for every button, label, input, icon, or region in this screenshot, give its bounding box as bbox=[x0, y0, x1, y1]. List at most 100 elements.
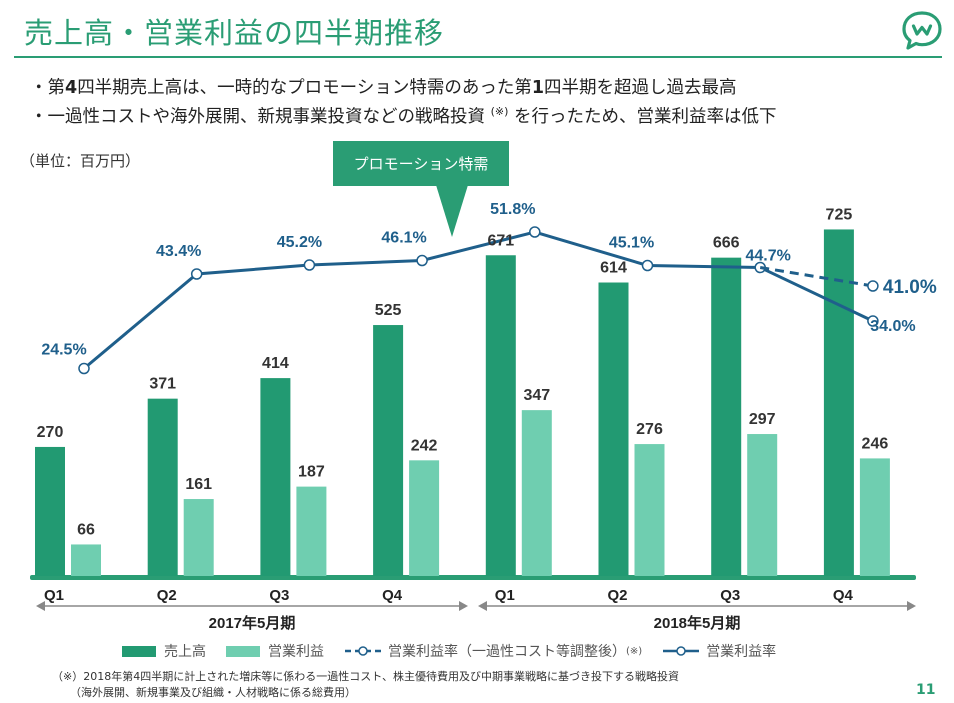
bar-op-income-label: 161 bbox=[185, 476, 212, 493]
bar-op-income bbox=[521, 410, 552, 576]
bar-sales-label: 725 bbox=[826, 206, 853, 223]
category-tick-label: Q1 bbox=[44, 587, 64, 604]
category-tick-label: Q4 bbox=[833, 587, 854, 604]
bar-op-income-label: 276 bbox=[636, 421, 663, 438]
margin-label: 45.2% bbox=[277, 234, 322, 251]
margin-point bbox=[78, 362, 90, 375]
footnote: （※）2018年第4四半期に計上された増床等に係わる一過性コスト、株主優待費用及… bbox=[52, 669, 679, 701]
bullet-text: ・第 bbox=[30, 78, 65, 98]
category-tick-label: Q2 bbox=[607, 587, 627, 604]
bar-sales-label: 671 bbox=[487, 232, 514, 249]
bullet-note-mark: (※) bbox=[490, 105, 509, 119]
unit-label: （単位：百万円） bbox=[20, 152, 141, 170]
title-divider bbox=[14, 56, 942, 58]
bullet-text: 四半期を超過し過去最高 bbox=[544, 78, 737, 98]
bar-op-income bbox=[183, 499, 214, 576]
bar-op-income-label: 297 bbox=[749, 411, 776, 428]
bullet-text: ・一過性コストや海外展開、新規事業投資などの戦略投資 bbox=[30, 107, 485, 127]
bar-sales-label: 666 bbox=[713, 235, 740, 252]
margin-point bbox=[867, 315, 879, 327]
bullet-text: 四半期売上高は、一時的なプロモーション特需のあった第 bbox=[77, 78, 532, 98]
bar-op-income bbox=[409, 460, 440, 576]
bar-sales-label: 270 bbox=[37, 424, 64, 441]
legend-label: 売上高 bbox=[164, 644, 206, 660]
legend-label: 営業利益率 bbox=[706, 644, 777, 660]
chart-baseline bbox=[30, 575, 916, 580]
bar-op-income bbox=[634, 444, 665, 576]
fiscal-period-label: 2018年5月期 bbox=[654, 614, 741, 632]
period-arrow-left bbox=[36, 601, 45, 611]
margin-point bbox=[416, 254, 428, 267]
legend-swatch-sales bbox=[122, 645, 156, 657]
period-arrow-left bbox=[478, 601, 487, 611]
footnote-line: （※）2018年第4四半期に計上された増床等に係わる一過性コスト、株主優待費用及… bbox=[52, 670, 679, 683]
margin-line bbox=[83, 230, 874, 370]
period-arrow-right bbox=[459, 601, 468, 611]
bar-sales bbox=[823, 229, 854, 576]
bar-op-income bbox=[859, 458, 890, 576]
legend-solid-line-icon bbox=[663, 646, 700, 656]
margin-point bbox=[190, 268, 203, 280]
legend-swatch-op-income bbox=[226, 645, 260, 657]
bar-op-income-label: 187 bbox=[298, 464, 325, 481]
margin-label: 43.4% bbox=[156, 243, 201, 260]
margin-label: 24.5% bbox=[41, 342, 86, 359]
legend-dashed-line-icon bbox=[345, 646, 381, 656]
category-tick-label: Q2 bbox=[157, 587, 177, 604]
margin-label: 45.1% bbox=[609, 235, 654, 252]
category-tick-label: Q1 bbox=[495, 587, 515, 604]
bullet-sales-record: ・第4四半期売上高は、一時的なプロモーション特需のあった第1四半期を超過し過去最… bbox=[30, 74, 737, 99]
bullet-text: を行ったため、営業利益率は低下 bbox=[513, 107, 777, 127]
bullet-margin-decline: ・一過性コストや海外展開、新規事業投資などの戦略投資 (※) を行ったため、営業… bbox=[30, 103, 776, 128]
margin-label: 44.7% bbox=[746, 248, 791, 265]
margin-adjusted-label: 41.0% bbox=[883, 277, 937, 298]
legend-item-op-income: 営業利益 bbox=[226, 641, 324, 661]
fiscal-period-label: 2017年5月期 bbox=[209, 614, 296, 632]
bar-op-income-label: 347 bbox=[523, 387, 550, 404]
bar-sales bbox=[711, 257, 742, 576]
legend-note-mark: (※) bbox=[626, 645, 643, 657]
legend-label: 営業利益率（一過性コスト等調整後） bbox=[388, 644, 626, 660]
bar-op-income-label: 246 bbox=[862, 435, 889, 452]
bar-sales bbox=[485, 255, 516, 576]
page-title: 売上高・営業利益の四半期推移 bbox=[24, 16, 445, 50]
bullet-number: 1 bbox=[531, 78, 545, 98]
margin-label: 46.1% bbox=[381, 230, 426, 247]
margin-point bbox=[529, 226, 541, 238]
bar-sales bbox=[35, 446, 65, 576]
legend-label: 営業利益 bbox=[268, 644, 324, 660]
chat-bubble-logo-icon bbox=[902, 11, 942, 50]
bar-op-income bbox=[71, 544, 101, 576]
bar-sales bbox=[260, 378, 291, 576]
margin-label: 34.0% bbox=[870, 318, 915, 335]
margin-adjusted-line bbox=[759, 266, 874, 288]
bar-op-income-label: 242 bbox=[411, 437, 438, 454]
page-number: 11 bbox=[916, 682, 936, 698]
legend-item-sales: 売上高 bbox=[122, 641, 206, 661]
bar-sales bbox=[598, 282, 629, 576]
legend-item-margin-adjusted: 営業利益率（一過性コスト等調整後） (※) bbox=[344, 641, 642, 661]
margin-adjusted-point bbox=[867, 280, 879, 292]
bar-sales bbox=[147, 398, 178, 576]
category-tick-label: Q3 bbox=[720, 587, 740, 604]
bar-op-income bbox=[296, 486, 327, 576]
bar-op-income-label: 66 bbox=[77, 521, 95, 538]
category-tick-label: Q4 bbox=[382, 587, 403, 604]
bar-sales bbox=[373, 325, 404, 576]
callout-pointer bbox=[436, 185, 468, 237]
chart-legend: 売上高 営業利益 営業利益率（一過性コスト等調整後） (※) 営業利益率 bbox=[122, 641, 796, 661]
margin-point bbox=[641, 259, 654, 272]
bar-sales-label: 414 bbox=[262, 355, 289, 372]
bar-sales-label: 614 bbox=[600, 260, 627, 277]
bar-sales-label: 525 bbox=[375, 302, 402, 319]
category-tick-label: Q3 bbox=[269, 587, 289, 604]
promotion-callout: プロモーション特需 bbox=[333, 141, 509, 186]
bar-op-income bbox=[747, 434, 778, 576]
margin-label: 51.8% bbox=[490, 201, 535, 218]
legend-item-margin: 営業利益率 bbox=[662, 641, 776, 661]
period-arrow-right bbox=[907, 601, 916, 611]
footnote-line: （海外展開、新規事業及び組織・人材戦略に係る総費用） bbox=[70, 686, 356, 699]
margin-point bbox=[303, 259, 316, 271]
bullet-number: 4 bbox=[65, 78, 78, 98]
